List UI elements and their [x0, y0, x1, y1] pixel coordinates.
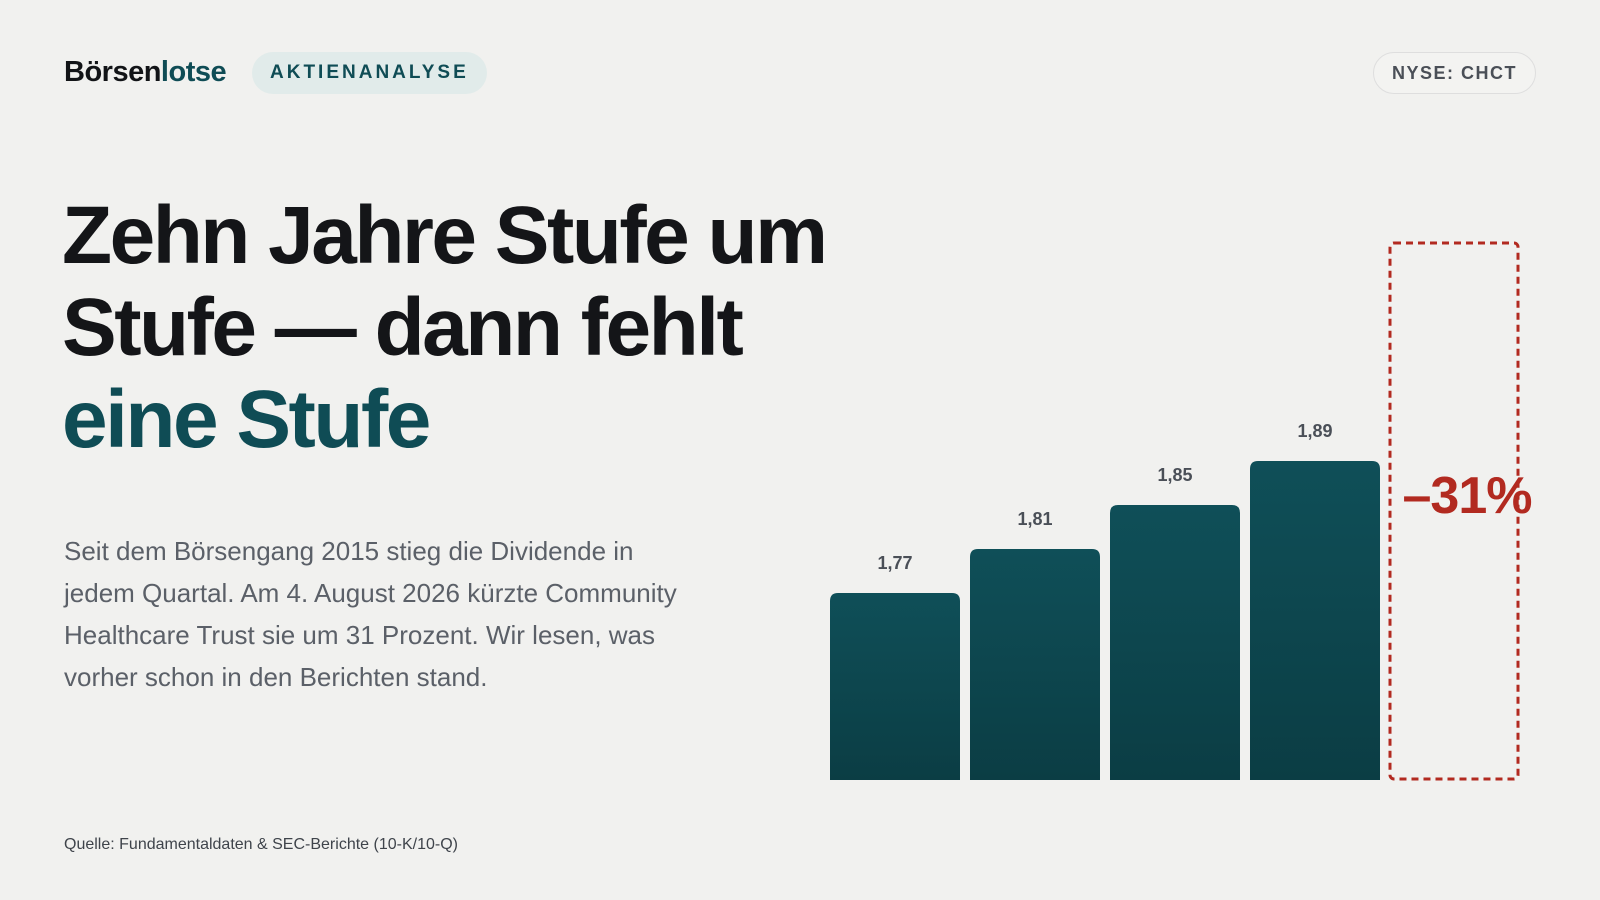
bar-series: 1,77 1,81 1,85 1,89 –31%	[830, 241, 1533, 781]
headline: Zehn Jahre Stufe um Stufe — dann fehlt e…	[62, 190, 922, 466]
bar-value-label-2: 1,81	[1017, 509, 1052, 529]
source-note: Quelle: Fundamentaldaten & SEC-Berichte …	[64, 836, 458, 853]
bar-value-label-3: 1,85	[1157, 465, 1192, 485]
bar-value-label-4: 1,89	[1297, 421, 1332, 441]
bar-value-label-1: 1,77	[877, 553, 912, 573]
missing-bar-outline	[1388, 241, 1520, 781]
bar-2	[970, 549, 1100, 780]
brand-name-part2: lotse	[160, 56, 227, 88]
brand-name-part1: Börsen	[64, 56, 161, 88]
lead-paragraph: Seit dem Börsengang 2015 stieg die Divid…	[64, 536, 677, 692]
headline-line-2: Stufe — dann fehlt	[62, 282, 744, 373]
brand-logo[interactable]: Börsenlotse	[64, 56, 227, 89]
ticker-badge: NYSE: CHCT	[1372, 52, 1536, 94]
category-badge: AKTIENANALYSE	[252, 52, 487, 94]
cut-percentage-label: –31%	[1403, 467, 1532, 525]
headline-line-1: Zehn Jahre Stufe um	[62, 190, 828, 281]
headline-line-3-accent: eine Stufe	[62, 374, 431, 465]
bar-3	[1110, 505, 1240, 780]
bar-4	[1250, 461, 1380, 780]
bar-1	[830, 593, 960, 780]
